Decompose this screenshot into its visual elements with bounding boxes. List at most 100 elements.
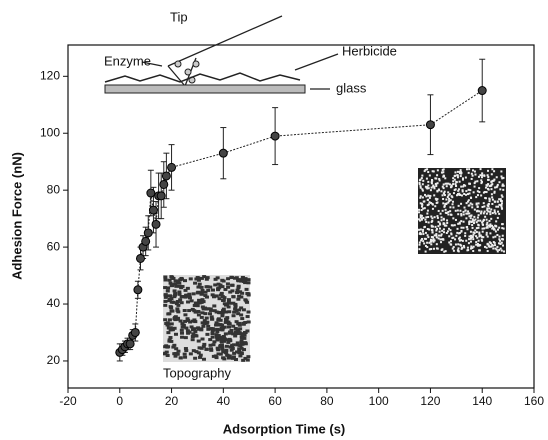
data-point <box>141 236 151 246</box>
texture-speck <box>442 202 445 205</box>
texture-speck <box>193 333 198 337</box>
texture-speck <box>493 211 496 214</box>
texture-speck <box>430 179 433 182</box>
texture-speck <box>173 282 178 286</box>
texture-speck <box>483 227 486 230</box>
texture-speck <box>435 183 438 186</box>
texture-speck <box>454 243 457 246</box>
texture-speck <box>203 312 208 316</box>
topography-image <box>163 275 251 362</box>
texture-speck <box>427 215 430 218</box>
texture-speck <box>226 340 231 344</box>
texture-speck <box>475 243 478 246</box>
texture-speck <box>163 293 168 297</box>
texture-speck <box>471 203 474 206</box>
texture-speck <box>492 236 495 239</box>
texture-speck <box>492 227 495 230</box>
texture-speck <box>490 184 493 187</box>
plot-frame <box>67 44 535 389</box>
texture-speck <box>239 313 244 317</box>
texture-speck <box>168 305 173 309</box>
texture-speck <box>479 234 482 237</box>
texture-speck <box>473 185 476 188</box>
texture-speck <box>220 314 225 318</box>
texture-speck <box>496 233 499 236</box>
texture-speck <box>490 173 493 176</box>
texture-speck <box>426 204 429 207</box>
texture-speck <box>428 201 431 204</box>
texture-speck <box>419 233 422 236</box>
texture-speck <box>193 356 198 360</box>
texture-speck <box>240 276 245 280</box>
texture-speck <box>169 322 174 326</box>
texture-speck <box>175 300 180 304</box>
texture-speck <box>199 300 204 304</box>
texture-speck <box>205 332 210 336</box>
texture-speck <box>451 203 454 206</box>
texture-speck <box>200 298 205 302</box>
texture-speck <box>191 328 196 332</box>
texture-speck <box>216 288 221 292</box>
texture-speck <box>485 233 488 236</box>
texture-speck <box>420 209 423 212</box>
texture-speck <box>494 235 497 238</box>
texture-speck <box>502 238 505 241</box>
texture-speck <box>433 187 436 190</box>
texture-speck <box>458 180 461 183</box>
texture-speck <box>478 234 481 237</box>
texture-speck <box>186 318 191 322</box>
texture-speck <box>164 350 169 354</box>
texture-speck <box>442 197 445 200</box>
texture-speck <box>465 168 468 171</box>
texture-speck <box>221 298 226 302</box>
texture-speck <box>178 319 183 323</box>
texture-speck <box>476 205 479 208</box>
texture-speck <box>433 194 436 197</box>
texture-speck <box>432 170 435 173</box>
texture-speck <box>175 352 180 356</box>
texture-speck <box>481 227 484 230</box>
texture-speck <box>424 244 427 247</box>
texture-speck <box>455 234 458 237</box>
texture-speck <box>433 239 436 242</box>
texture-speck <box>469 189 472 192</box>
texture-speck <box>458 222 461 225</box>
x-tick-label: 40 <box>217 394 231 408</box>
texture-speck <box>208 308 213 312</box>
texture-speck <box>453 224 456 227</box>
texture-speck <box>223 287 228 291</box>
texture-speck <box>221 334 226 338</box>
texture-speck <box>430 181 433 184</box>
texture-speck <box>233 358 238 362</box>
texture-speck <box>418 179 421 182</box>
texture-speck <box>463 246 466 249</box>
texture-speck <box>472 222 475 225</box>
texture-speck <box>483 245 486 248</box>
texture-speck <box>206 307 211 311</box>
texture-speck <box>443 190 446 193</box>
texture-speck <box>491 183 494 186</box>
texture-speck <box>487 188 490 191</box>
texture-speck <box>431 220 434 223</box>
texture-speck <box>435 229 438 232</box>
x-tick-label: 20 <box>165 394 179 408</box>
texture-speck <box>450 243 453 246</box>
texture-speck <box>496 250 499 253</box>
texture-speck <box>479 174 482 177</box>
texture-speck <box>480 194 483 197</box>
texture-speck <box>418 241 421 244</box>
texture-speck <box>448 197 451 200</box>
texture-speck <box>245 358 250 362</box>
data-point <box>156 191 166 201</box>
texture-speck <box>232 351 237 355</box>
texture-speck <box>464 184 467 187</box>
texture-speck <box>440 248 443 251</box>
texture-speck <box>419 219 422 222</box>
x-tick-label: 0 <box>116 394 123 408</box>
texture-speck <box>430 243 433 246</box>
texture-speck <box>214 294 219 298</box>
texture-speck <box>223 332 228 336</box>
texture-speck <box>163 275 168 279</box>
texture-speck <box>445 212 448 215</box>
texture-speck <box>246 355 251 359</box>
